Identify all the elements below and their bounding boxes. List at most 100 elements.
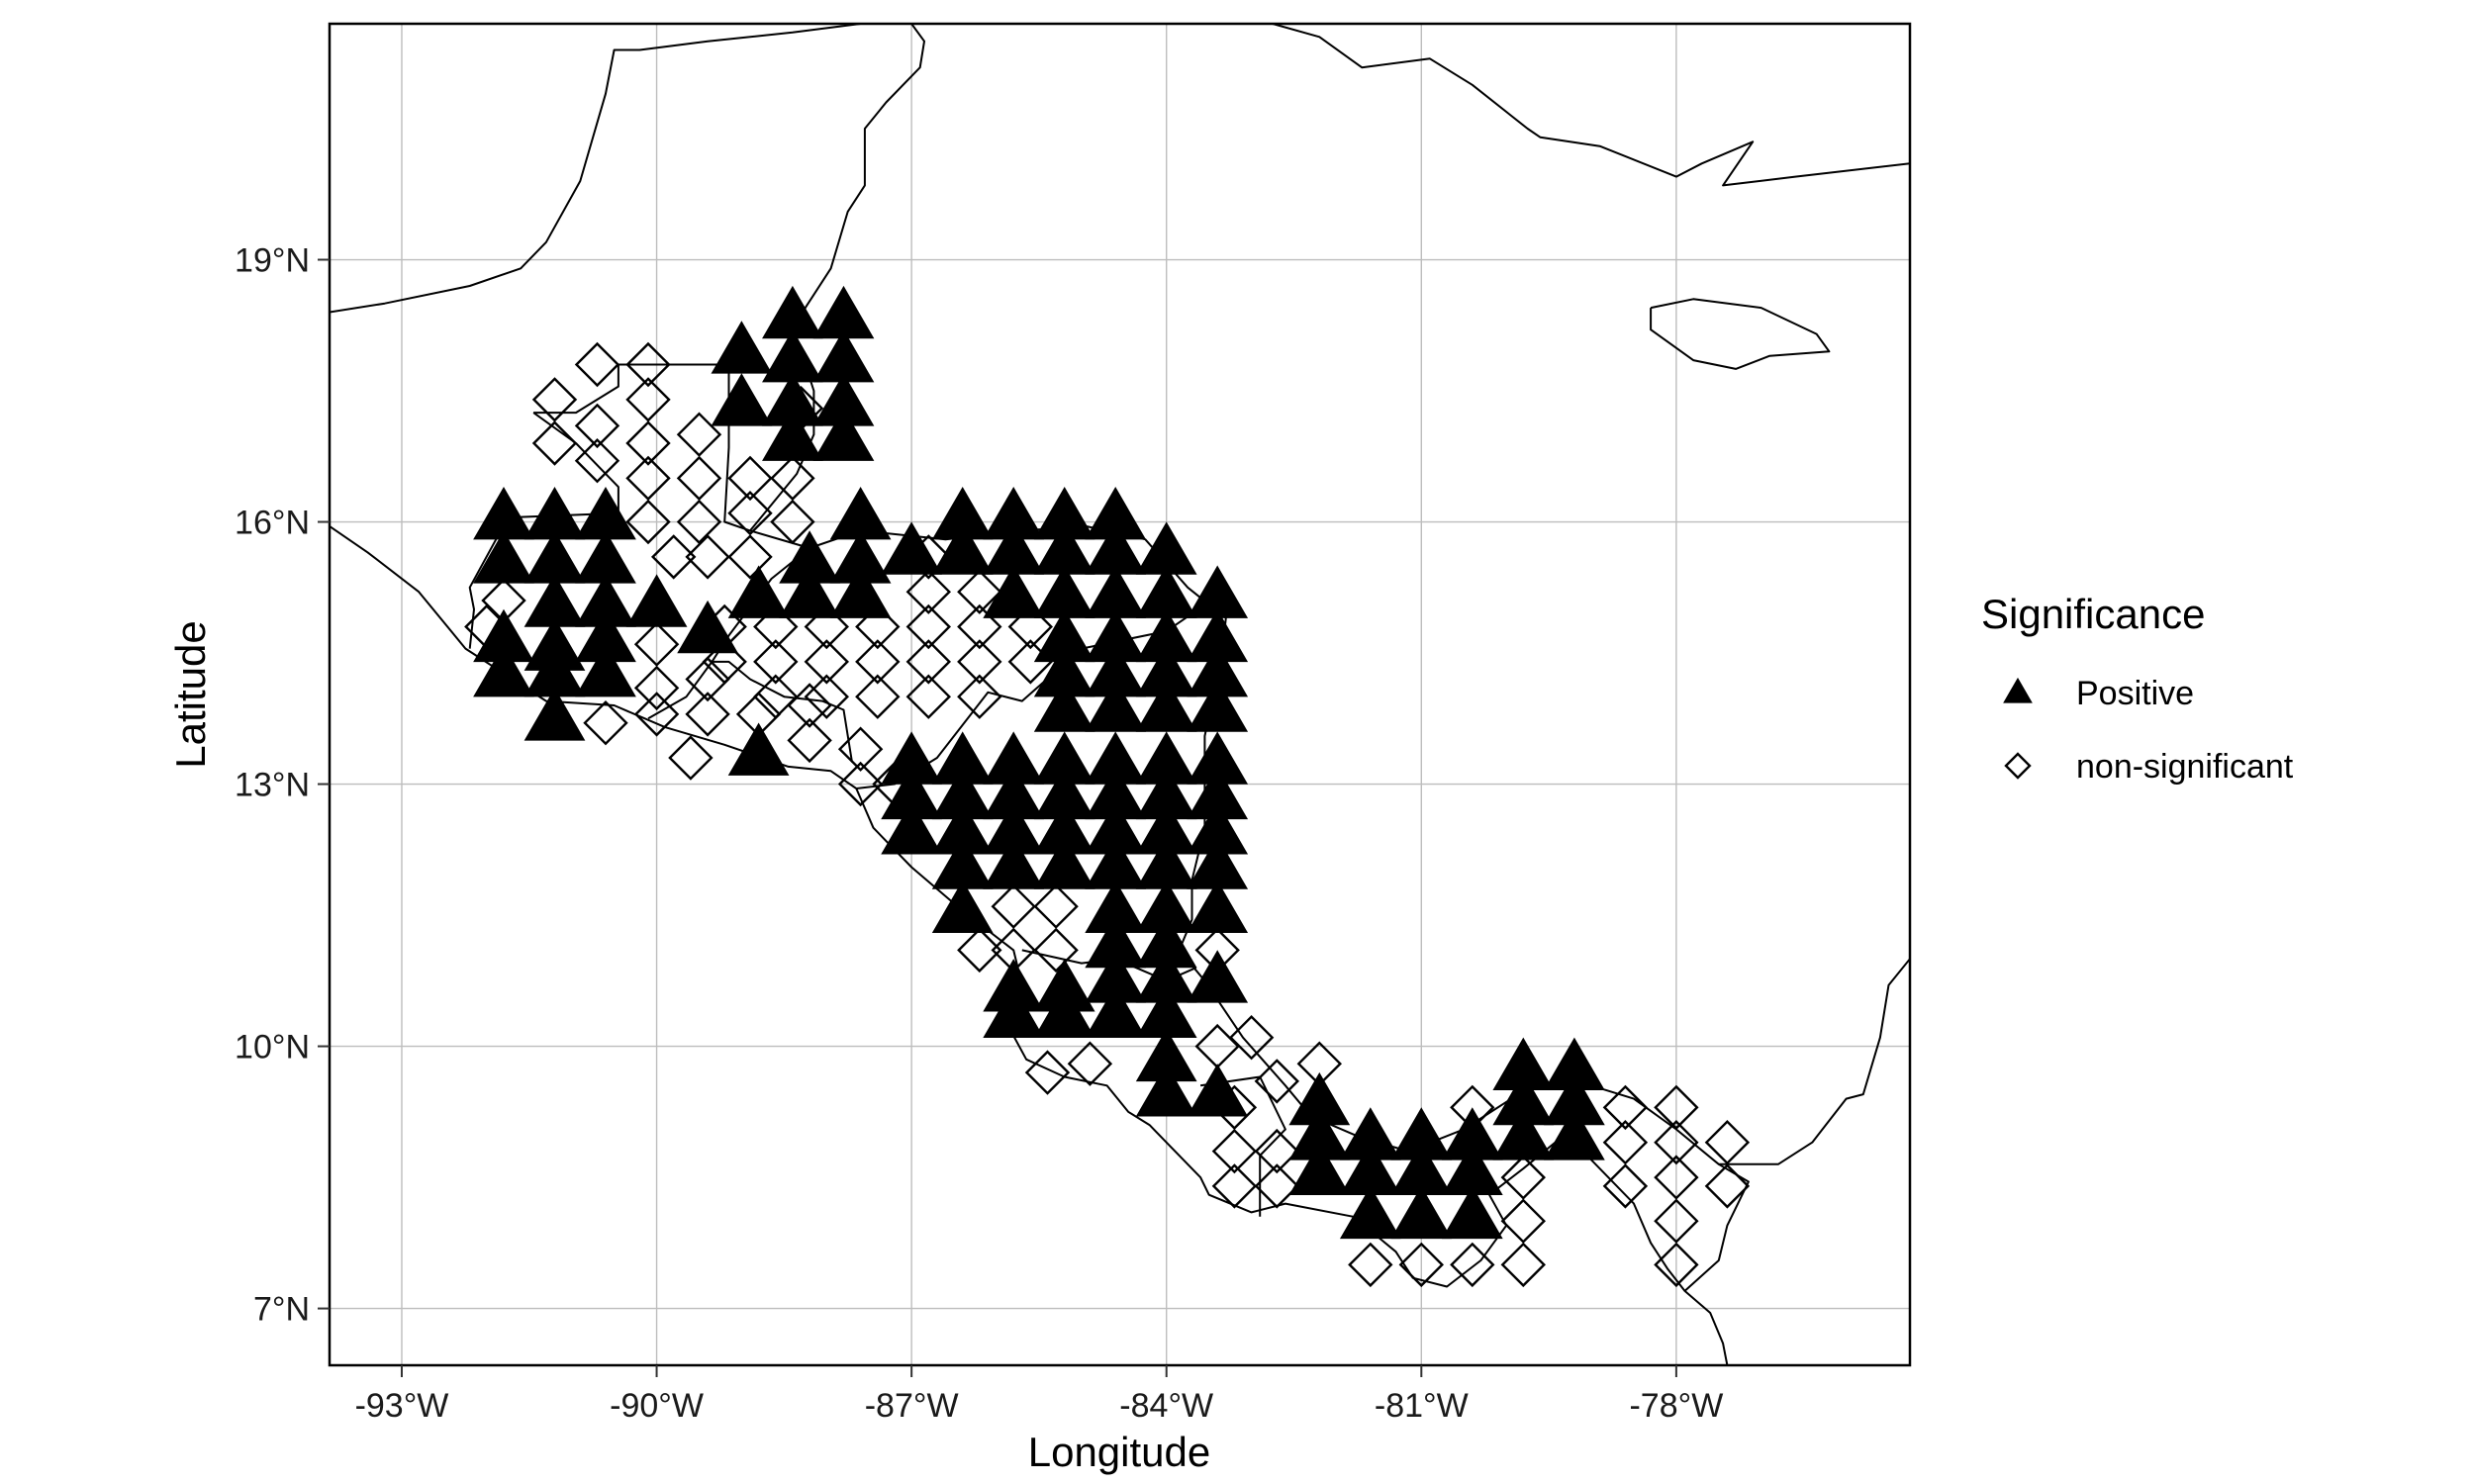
positive-marker-45 — [1033, 679, 1095, 732]
nonsignificant-marker-60 — [1033, 927, 1079, 974]
positive-marker-102 — [983, 984, 1045, 1038]
positive-marker-23 — [523, 688, 586, 741]
nonsignificant-marker-40 — [957, 674, 1002, 719]
nonsignificant-marker-91 — [1704, 1163, 1751, 1209]
nonsignificant-marker-6 — [625, 377, 671, 422]
y-tick-label-2: 13°N — [235, 767, 310, 804]
positive-marker-104 — [1033, 984, 1095, 1038]
positive-marker-51 — [1085, 679, 1147, 732]
map-outline-1 — [330, 525, 1729, 1365]
nonsignificant-marker-24 — [753, 639, 799, 685]
positive-marker-111 — [1339, 1185, 1401, 1240]
y-axis-ticks: 7°N 10°N 13°N 16°N 19°N — [235, 242, 330, 1329]
nonsignificant-marker-8 — [676, 412, 722, 457]
nonsignificant-marker-15 — [727, 455, 773, 502]
positive-marker-98 — [1187, 880, 1249, 933]
positive-marker-100 — [1187, 1064, 1249, 1117]
nonsignificant-marker-81 — [1500, 1242, 1546, 1288]
nonsignificant-marker-26 — [804, 603, 849, 650]
nonsignificant-marker-3 — [574, 403, 620, 449]
x-tick-label-1: -90°W — [610, 1387, 704, 1425]
nonsignificant-marker-52 — [837, 761, 884, 807]
nonsignificant-marker-46 — [685, 656, 730, 702]
nonsignificant-marker-51 — [837, 726, 884, 772]
x-tick-label-2: -87°W — [865, 1387, 959, 1425]
nonsignificant-marker-23 — [753, 603, 799, 650]
nonsignificant-marker-5 — [625, 341, 671, 388]
nonsignificant-marker-73 — [1254, 1128, 1299, 1174]
nonsignificant-marker-64 — [1067, 1041, 1113, 1086]
nonsignificant-marker-72 — [1211, 1163, 1258, 1209]
nonsignificant-marker-43 — [633, 621, 680, 667]
nonsignificant-marker-0 — [531, 377, 578, 422]
nonsignificant-marker-19 — [770, 499, 815, 545]
positive-marker-20 — [473, 644, 534, 697]
nonsignificant-marker-36 — [905, 674, 951, 719]
map-outline-4 — [723, 364, 751, 532]
nonsignificant-marker-16 — [727, 491, 773, 536]
map-outline-11 — [1199, 1075, 1286, 1217]
legend-title: Significance — [1981, 591, 2205, 637]
positive-marker-0 — [711, 321, 773, 374]
nonsignificant-marker-50 — [787, 717, 832, 764]
positive-marker-117 — [1441, 1185, 1503, 1240]
nonsignificant-marker-34 — [905, 603, 951, 650]
nonsignificant-marker-7 — [625, 420, 671, 466]
nonsignificant-marker-45 — [633, 692, 680, 737]
nonsignificant-marker-28 — [804, 674, 849, 719]
positive-marker-105 — [1085, 984, 1147, 1038]
nonsignificant-marker-76 — [1500, 1155, 1546, 1200]
x-tick-label-4: -81°W — [1375, 1387, 1469, 1425]
nonsignificant-marker-27 — [804, 639, 849, 685]
nonsignificant-marker-38 — [957, 603, 1002, 650]
nonsignificant-marker-55 — [668, 735, 714, 781]
positive-marker-5 — [762, 408, 823, 461]
map-outline-2 — [1272, 24, 1910, 187]
nonsignificant-marker-80 — [1348, 1242, 1393, 1288]
nonsignificant-marker-54 — [583, 700, 628, 746]
nonsignificant-marker-67 — [1228, 1015, 1275, 1061]
nonsignificant-marker-11 — [625, 455, 671, 502]
nonsignificant-marker-58 — [991, 883, 1036, 929]
positive-marker-123 — [1544, 1107, 1605, 1160]
positive-marker-33 — [829, 565, 892, 618]
positive-marker-34 — [881, 521, 942, 575]
nonsignificant-marker-41 — [1007, 603, 1053, 650]
nonsignificant-marker-31 — [855, 674, 901, 719]
y-axis-title: Latitude — [167, 620, 214, 768]
positive-marker-36 — [931, 521, 994, 575]
nonsignificant-marker-49 — [787, 683, 832, 728]
nonsignificant-marker-87 — [1654, 1155, 1699, 1200]
positive-marker-27 — [727, 565, 790, 618]
nonsignificant-marker-71 — [1211, 1128, 1258, 1174]
y-tick-label-1: 10°N — [235, 1029, 310, 1067]
positive-marker-28 — [727, 722, 790, 776]
positive-marker-18 — [625, 574, 688, 627]
x-tick-label-0: -93°W — [355, 1387, 449, 1425]
y-tick-label-4: 19°N — [235, 242, 310, 280]
x-tick-label-3: -84°W — [1119, 1387, 1213, 1425]
positive-marker-26 — [677, 600, 738, 654]
legend-items: Positive non-significant — [2003, 675, 2294, 786]
nonsignificant-marker-86 — [1654, 1120, 1699, 1165]
significance-markers — [464, 285, 1751, 1288]
nonsignificant-marker-35 — [905, 639, 951, 685]
nonsignificant-marker-88 — [1654, 1198, 1699, 1244]
nonsignificant-marker-33 — [905, 569, 951, 614]
positive-marker-63 — [881, 801, 942, 855]
nonsignificant-marker-83 — [1602, 1120, 1649, 1165]
positive-marker-9 — [812, 408, 875, 461]
nonsignificant-marker-37 — [957, 569, 1002, 614]
plot-panel-border — [328, 22, 1912, 1367]
y-tick-label-3: 16°N — [235, 505, 310, 542]
positive-marker-30 — [779, 565, 840, 618]
positive-marker-72 — [983, 836, 1045, 889]
nonsignificant-marker-61 — [1033, 883, 1079, 929]
nonsignificant-marker-14 — [685, 534, 730, 580]
map-outline-3 — [1650, 298, 1831, 370]
positive-marker-93 — [1135, 1064, 1197, 1117]
nonsignificant-marker-1 — [531, 420, 578, 466]
nonsignificant-marker-44 — [633, 665, 680, 711]
nonsignificant-marker-10 — [676, 499, 722, 545]
